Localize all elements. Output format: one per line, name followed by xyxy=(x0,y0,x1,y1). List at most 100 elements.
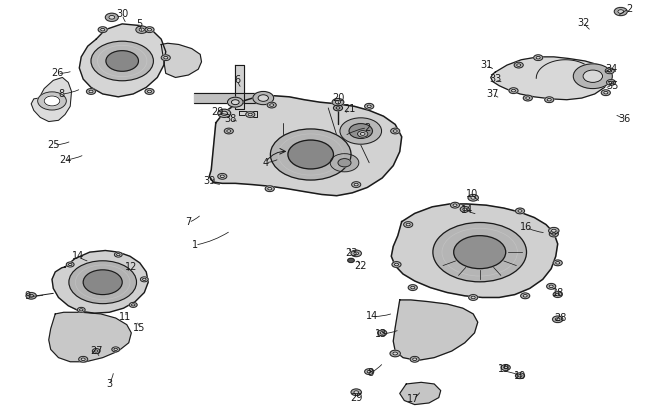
Circle shape xyxy=(333,105,343,111)
Circle shape xyxy=(227,130,231,132)
Circle shape xyxy=(413,358,417,360)
Circle shape xyxy=(523,295,527,297)
Circle shape xyxy=(231,100,239,105)
Text: 20: 20 xyxy=(332,93,344,103)
Circle shape xyxy=(81,358,85,360)
Circle shape xyxy=(549,231,558,237)
Circle shape xyxy=(391,128,400,134)
Circle shape xyxy=(573,64,612,89)
Text: 15: 15 xyxy=(133,323,146,333)
Text: 38: 38 xyxy=(225,114,237,124)
Text: 34: 34 xyxy=(605,64,617,74)
Circle shape xyxy=(351,389,361,396)
Circle shape xyxy=(534,55,543,61)
Circle shape xyxy=(354,391,359,394)
Circle shape xyxy=(227,97,243,107)
Circle shape xyxy=(454,236,506,269)
Circle shape xyxy=(471,196,476,199)
Text: 9: 9 xyxy=(24,291,31,301)
Polygon shape xyxy=(400,382,441,405)
Circle shape xyxy=(605,68,614,74)
Text: 2: 2 xyxy=(364,123,370,133)
Circle shape xyxy=(336,107,340,109)
Circle shape xyxy=(79,356,88,362)
Circle shape xyxy=(340,118,382,144)
Text: 25: 25 xyxy=(47,140,60,150)
Circle shape xyxy=(267,102,276,108)
Circle shape xyxy=(606,80,616,85)
Circle shape xyxy=(390,350,400,357)
Text: 3: 3 xyxy=(106,379,112,389)
Text: 6: 6 xyxy=(234,75,240,85)
Text: 16: 16 xyxy=(521,222,532,232)
Circle shape xyxy=(556,293,560,296)
Circle shape xyxy=(112,347,120,352)
Circle shape xyxy=(105,13,118,21)
Text: 14: 14 xyxy=(366,311,378,321)
Circle shape xyxy=(460,206,469,212)
Text: 1: 1 xyxy=(192,240,198,250)
Polygon shape xyxy=(31,77,72,122)
Circle shape xyxy=(556,262,560,264)
Text: 30: 30 xyxy=(116,9,128,19)
Circle shape xyxy=(410,356,419,362)
Circle shape xyxy=(148,90,151,93)
Circle shape xyxy=(94,350,98,352)
Text: 12: 12 xyxy=(125,262,138,272)
Circle shape xyxy=(526,97,530,99)
Circle shape xyxy=(536,56,540,59)
Text: 31: 31 xyxy=(480,60,492,70)
Circle shape xyxy=(509,88,518,94)
Text: 29: 29 xyxy=(211,107,224,117)
Circle shape xyxy=(515,208,525,214)
Text: 13: 13 xyxy=(376,329,387,339)
Circle shape xyxy=(116,253,120,256)
Circle shape xyxy=(221,111,228,115)
Circle shape xyxy=(106,51,138,71)
Circle shape xyxy=(335,101,341,104)
Circle shape xyxy=(79,309,83,311)
Circle shape xyxy=(218,173,227,179)
Circle shape xyxy=(408,285,417,290)
Circle shape xyxy=(354,252,359,255)
Circle shape xyxy=(89,90,93,93)
Text: 2: 2 xyxy=(626,4,632,14)
Text: 22: 22 xyxy=(354,261,367,271)
Circle shape xyxy=(354,183,358,186)
Circle shape xyxy=(38,92,66,110)
Circle shape xyxy=(411,286,415,289)
Text: 27: 27 xyxy=(90,346,103,356)
Polygon shape xyxy=(239,111,257,117)
Circle shape xyxy=(518,210,522,212)
Circle shape xyxy=(471,296,475,299)
Circle shape xyxy=(148,28,151,31)
Text: 11: 11 xyxy=(119,312,131,322)
Circle shape xyxy=(549,227,559,234)
Circle shape xyxy=(609,81,613,84)
Circle shape xyxy=(92,349,100,353)
Circle shape xyxy=(367,370,371,373)
Text: 10: 10 xyxy=(466,190,478,199)
Circle shape xyxy=(514,62,523,68)
Circle shape xyxy=(450,202,460,208)
Circle shape xyxy=(44,96,60,106)
Circle shape xyxy=(468,194,478,201)
Circle shape xyxy=(552,233,556,235)
Circle shape xyxy=(614,7,627,16)
Circle shape xyxy=(332,98,344,106)
Circle shape xyxy=(145,27,154,33)
Circle shape xyxy=(618,10,623,14)
Circle shape xyxy=(338,159,351,167)
Text: 4: 4 xyxy=(262,158,268,168)
Circle shape xyxy=(246,112,255,117)
Circle shape xyxy=(380,332,384,334)
Circle shape xyxy=(351,250,361,257)
Circle shape xyxy=(66,262,74,267)
Circle shape xyxy=(358,131,368,137)
Circle shape xyxy=(552,316,563,323)
Circle shape xyxy=(523,95,532,101)
Circle shape xyxy=(109,16,115,19)
Text: 33: 33 xyxy=(489,74,501,84)
Circle shape xyxy=(86,89,96,94)
Circle shape xyxy=(392,262,401,267)
